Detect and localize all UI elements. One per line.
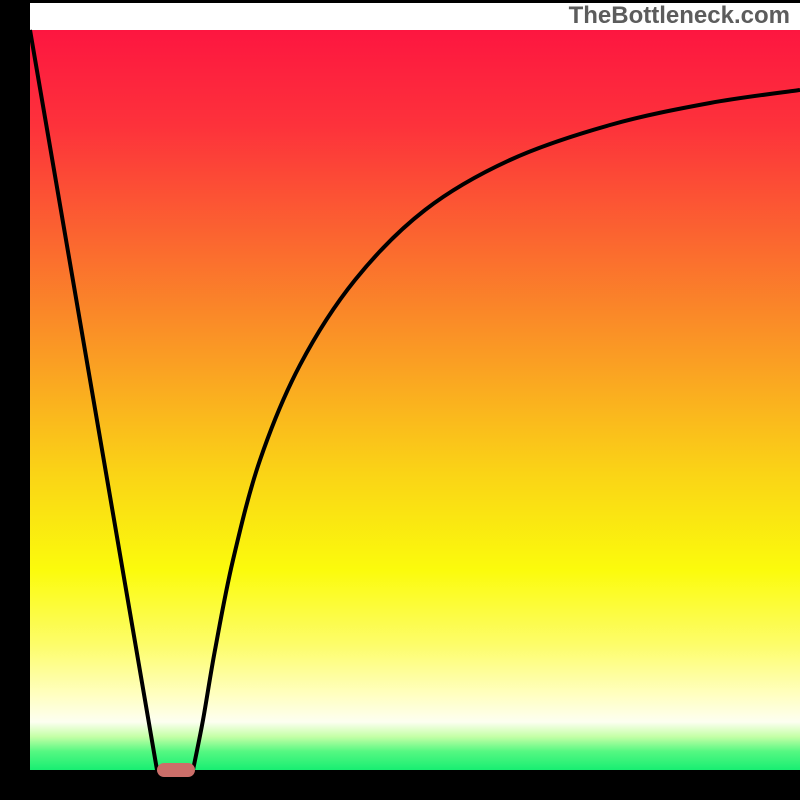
plot-background — [30, 30, 800, 770]
optimum-marker — [157, 763, 195, 777]
frame-bottom — [0, 770, 800, 800]
watermark-text: TheBottleneck.com — [569, 2, 790, 30]
chart-svg — [0, 0, 800, 800]
chart-container: TheBottleneck.com — [0, 0, 800, 800]
frame-left — [0, 0, 30, 800]
